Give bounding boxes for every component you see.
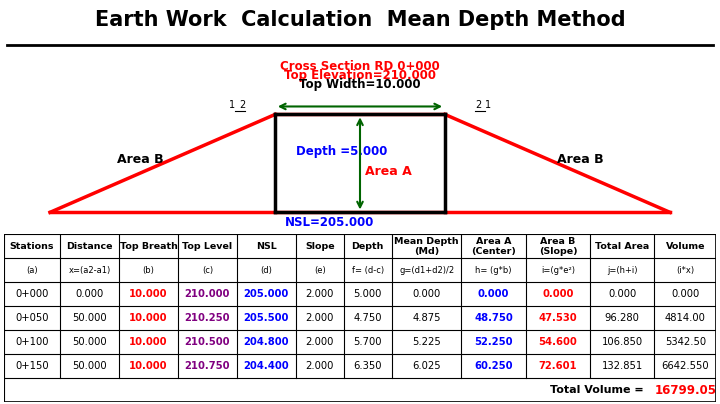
Text: 1: 1 <box>229 101 235 110</box>
Text: 5.225: 5.225 <box>413 337 441 347</box>
Text: Area B: Area B <box>557 153 603 166</box>
Text: 4.875: 4.875 <box>413 313 441 323</box>
Text: 4.750: 4.750 <box>354 313 382 323</box>
Text: Top Level: Top Level <box>182 242 233 251</box>
Text: 132.851: 132.851 <box>602 361 643 371</box>
Text: 210.750: 210.750 <box>184 361 230 371</box>
Text: Slope: Slope <box>305 242 335 251</box>
Text: 16799.05: 16799.05 <box>654 383 716 396</box>
Text: Cross Section RD 0+000: Cross Section RD 0+000 <box>280 59 440 73</box>
Text: 72.601: 72.601 <box>539 361 577 371</box>
Text: Depth =5.000: Depth =5.000 <box>297 145 387 158</box>
Text: 2.000: 2.000 <box>305 337 334 347</box>
Text: g=(d1+d2)/2: g=(d1+d2)/2 <box>399 266 454 275</box>
Text: Area B: Area B <box>117 153 163 166</box>
Text: Top Elevation=210.000: Top Elevation=210.000 <box>284 69 436 82</box>
Text: 50.000: 50.000 <box>72 337 107 347</box>
Text: 10.000: 10.000 <box>129 313 168 323</box>
Text: x=(a2-a1): x=(a2-a1) <box>68 266 111 275</box>
Text: Mean Depth: Mean Depth <box>395 237 459 246</box>
Text: 106.850: 106.850 <box>602 337 643 347</box>
Text: (a): (a) <box>26 266 37 275</box>
Text: 47.530: 47.530 <box>539 313 577 323</box>
Text: 1: 1 <box>485 101 491 110</box>
Text: 6.350: 6.350 <box>354 361 382 371</box>
Text: (c): (c) <box>202 266 213 275</box>
Text: 10.000: 10.000 <box>129 337 168 347</box>
Text: h= (g*b): h= (g*b) <box>475 266 512 275</box>
Text: 205.000: 205.000 <box>243 289 289 299</box>
Text: Total Volume =: Total Volume = <box>550 385 644 395</box>
Text: (i*x): (i*x) <box>676 266 695 275</box>
Text: Volume: Volume <box>666 242 705 251</box>
Text: 5.700: 5.700 <box>354 337 382 347</box>
Text: 205.500: 205.500 <box>243 313 289 323</box>
Text: 0.000: 0.000 <box>76 289 104 299</box>
Text: Area A: Area A <box>476 237 511 246</box>
Text: 210.000: 210.000 <box>185 289 230 299</box>
Text: 10.000: 10.000 <box>129 289 168 299</box>
Text: i=(g*e²): i=(g*e²) <box>541 266 575 275</box>
Text: 204.800: 204.800 <box>243 337 289 347</box>
Text: (Md): (Md) <box>414 247 439 256</box>
Text: 6642.550: 6642.550 <box>662 361 709 371</box>
Text: Area A: Area A <box>364 165 411 178</box>
Text: 0+100: 0+100 <box>15 337 49 347</box>
Text: 0.000: 0.000 <box>413 289 441 299</box>
Text: 5.000: 5.000 <box>354 289 382 299</box>
Text: 0.000: 0.000 <box>478 289 509 299</box>
Text: 48.750: 48.750 <box>474 313 513 323</box>
Text: Area B: Area B <box>540 237 575 246</box>
Text: 210.500: 210.500 <box>184 337 230 347</box>
Text: 96.280: 96.280 <box>605 313 639 323</box>
Text: 204.400: 204.400 <box>243 361 289 371</box>
Text: 10.000: 10.000 <box>129 361 168 371</box>
Text: (Slope): (Slope) <box>539 247 577 256</box>
Text: 54.600: 54.600 <box>539 337 577 347</box>
Text: f= (d-c): f= (d-c) <box>351 266 384 275</box>
Text: (d): (d) <box>261 266 272 275</box>
Text: 6.025: 6.025 <box>413 361 441 371</box>
Text: Top Width=10.000: Top Width=10.000 <box>300 78 420 90</box>
Text: (e): (e) <box>314 266 325 275</box>
Text: 0+050: 0+050 <box>15 313 49 323</box>
Text: (Center): (Center) <box>471 247 516 256</box>
Text: Stations: Stations <box>9 242 54 251</box>
Text: 0.000: 0.000 <box>671 289 700 299</box>
Text: 0+000: 0+000 <box>15 289 48 299</box>
Text: 0.000: 0.000 <box>542 289 574 299</box>
Text: 2.000: 2.000 <box>305 313 334 323</box>
Text: Depth: Depth <box>351 242 384 251</box>
Text: NSL: NSL <box>256 242 276 251</box>
Text: 50.000: 50.000 <box>72 313 107 323</box>
Text: 2.000: 2.000 <box>305 361 334 371</box>
Text: Total Area: Total Area <box>595 242 649 251</box>
Text: NSL=205.000: NSL=205.000 <box>285 216 374 229</box>
Text: 2: 2 <box>239 101 245 110</box>
Text: Top Breath: Top Breath <box>120 242 177 251</box>
Text: 0+150: 0+150 <box>15 361 49 371</box>
Text: 4814.00: 4814.00 <box>665 313 706 323</box>
Text: 210.250: 210.250 <box>184 313 230 323</box>
Text: j=(h+i): j=(h+i) <box>607 266 637 275</box>
Text: Distance: Distance <box>66 242 113 251</box>
Text: 52.250: 52.250 <box>474 337 513 347</box>
Text: 2: 2 <box>475 101 481 110</box>
Text: 0.000: 0.000 <box>608 289 636 299</box>
Text: Earth Work  Calculation  Mean Depth Method: Earth Work Calculation Mean Depth Method <box>95 10 625 30</box>
Text: (b): (b) <box>143 266 154 275</box>
Text: 5342.50: 5342.50 <box>665 337 706 347</box>
Text: 2.000: 2.000 <box>305 289 334 299</box>
Text: 50.000: 50.000 <box>72 361 107 371</box>
Text: 60.250: 60.250 <box>474 361 513 371</box>
